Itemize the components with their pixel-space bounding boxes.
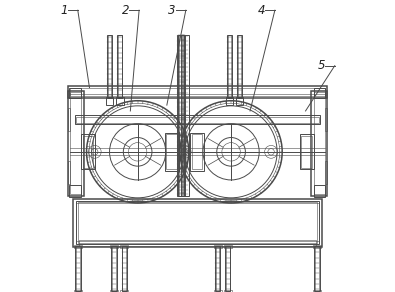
Bar xyxy=(227,35,232,98)
Bar xyxy=(78,202,317,243)
Bar xyxy=(228,35,231,98)
Bar xyxy=(122,246,127,291)
Bar xyxy=(313,245,321,248)
Text: 5: 5 xyxy=(317,59,325,72)
Bar xyxy=(216,246,219,291)
Bar xyxy=(226,97,233,105)
Bar xyxy=(110,245,118,248)
Bar xyxy=(215,246,220,291)
Text: 2: 2 xyxy=(122,4,129,17)
Bar xyxy=(122,246,126,291)
Bar xyxy=(74,290,82,292)
Bar xyxy=(83,136,93,168)
Bar xyxy=(237,35,242,98)
Bar xyxy=(165,133,179,171)
Bar xyxy=(116,97,124,105)
Bar xyxy=(238,35,241,98)
Bar xyxy=(76,201,319,244)
Bar xyxy=(314,185,325,197)
Bar xyxy=(74,245,82,248)
Bar xyxy=(68,161,70,184)
Bar xyxy=(178,35,185,196)
Bar xyxy=(68,91,84,196)
Bar xyxy=(73,199,322,247)
Bar xyxy=(112,246,116,291)
Bar xyxy=(69,88,81,98)
Bar xyxy=(111,246,117,291)
Bar xyxy=(314,92,325,194)
Bar xyxy=(79,240,316,246)
Bar xyxy=(69,185,81,197)
Bar xyxy=(177,35,189,196)
Bar xyxy=(214,245,222,248)
Bar xyxy=(118,35,122,98)
Bar xyxy=(179,35,184,196)
Bar xyxy=(325,108,327,131)
Bar xyxy=(182,35,184,196)
Bar xyxy=(226,246,229,291)
Bar xyxy=(70,92,81,194)
Bar xyxy=(120,245,128,248)
Bar xyxy=(224,245,232,248)
Bar xyxy=(81,134,95,169)
Bar xyxy=(301,136,312,168)
Bar xyxy=(108,35,111,98)
Bar xyxy=(120,290,128,292)
Bar xyxy=(107,35,112,98)
Bar xyxy=(300,134,314,169)
Bar xyxy=(214,290,222,292)
Bar xyxy=(106,97,113,105)
Bar xyxy=(224,290,232,292)
Bar xyxy=(311,91,327,196)
Bar xyxy=(68,86,327,98)
Text: 1: 1 xyxy=(60,4,68,17)
Bar xyxy=(314,246,320,291)
Bar xyxy=(68,108,70,131)
Bar xyxy=(313,290,321,292)
Bar xyxy=(325,161,327,184)
Bar xyxy=(236,97,243,105)
Bar xyxy=(110,290,118,292)
Bar xyxy=(166,134,177,169)
Bar xyxy=(315,246,319,291)
Bar xyxy=(76,246,80,291)
Bar xyxy=(314,88,325,98)
Bar xyxy=(225,246,231,291)
Bar xyxy=(117,35,122,98)
Bar xyxy=(181,35,184,196)
Bar xyxy=(192,134,202,169)
Bar xyxy=(70,88,325,96)
Bar xyxy=(75,246,81,291)
Bar xyxy=(190,133,204,171)
Text: 4: 4 xyxy=(258,4,265,17)
Text: 3: 3 xyxy=(168,4,176,17)
Bar xyxy=(76,117,319,123)
Bar xyxy=(75,115,320,124)
